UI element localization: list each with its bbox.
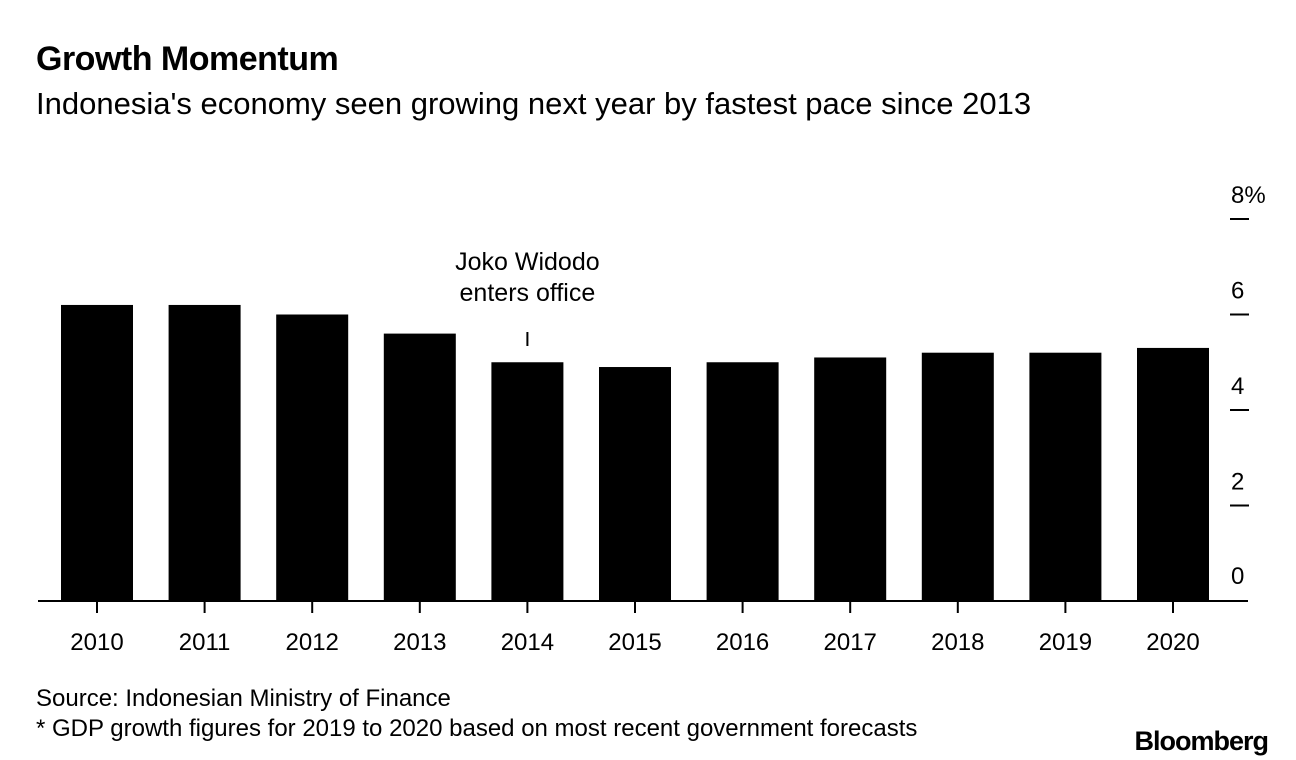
y-tick-label: 4 xyxy=(1231,373,1244,400)
x-tick-label: 2017 xyxy=(824,629,877,656)
x-tick-label: 2010 xyxy=(70,629,123,656)
bar-2013 xyxy=(383,333,456,601)
x-tick-label: 2018 xyxy=(931,629,984,656)
y-tick-label: 0 xyxy=(1231,563,1244,590)
x-tick-label: 2015 xyxy=(608,629,661,656)
bar-2014 xyxy=(491,362,564,601)
x-tick-label: 2016 xyxy=(716,629,769,656)
x-tick-label: 2020 xyxy=(1146,629,1199,656)
source-note: Source: Indonesian Ministry of Finance xyxy=(36,685,451,712)
y-tick-label: 2 xyxy=(1231,469,1244,496)
annotation-text: Joko Widodo xyxy=(455,248,600,276)
bar-2010 xyxy=(61,304,133,601)
bar-2019 xyxy=(1029,352,1102,601)
bar-2015 xyxy=(599,367,671,601)
x-tick-label: 2012 xyxy=(286,629,339,656)
chart-title: Growth Momentum xyxy=(36,40,339,78)
chart-subtitle: Indonesia's economy seen growing next ye… xyxy=(36,86,1032,121)
bar-2016 xyxy=(706,362,779,601)
bar-2017 xyxy=(814,357,887,601)
bar-2012 xyxy=(276,314,349,601)
x-tick-label: 2013 xyxy=(393,629,446,656)
x-tick-label: 2014 xyxy=(501,629,554,656)
footer-notes: Source: Indonesian Ministry of Finance *… xyxy=(36,684,917,744)
forecast-note: * GDP growth figures for 2019 to 2020 ba… xyxy=(36,715,918,742)
x-tick-label: 2019 xyxy=(1039,629,1092,656)
y-tick-label: 6 xyxy=(1231,278,1244,305)
annotation-text: enters office xyxy=(460,279,596,307)
bar-2020 xyxy=(1137,347,1209,601)
x-tick-label: 2011 xyxy=(179,629,231,656)
y-tick-label: 8% xyxy=(1231,182,1266,209)
bar-2018 xyxy=(921,352,994,601)
bar-2011 xyxy=(168,304,241,601)
bloomberg-logo: Bloomberg xyxy=(1134,726,1269,756)
